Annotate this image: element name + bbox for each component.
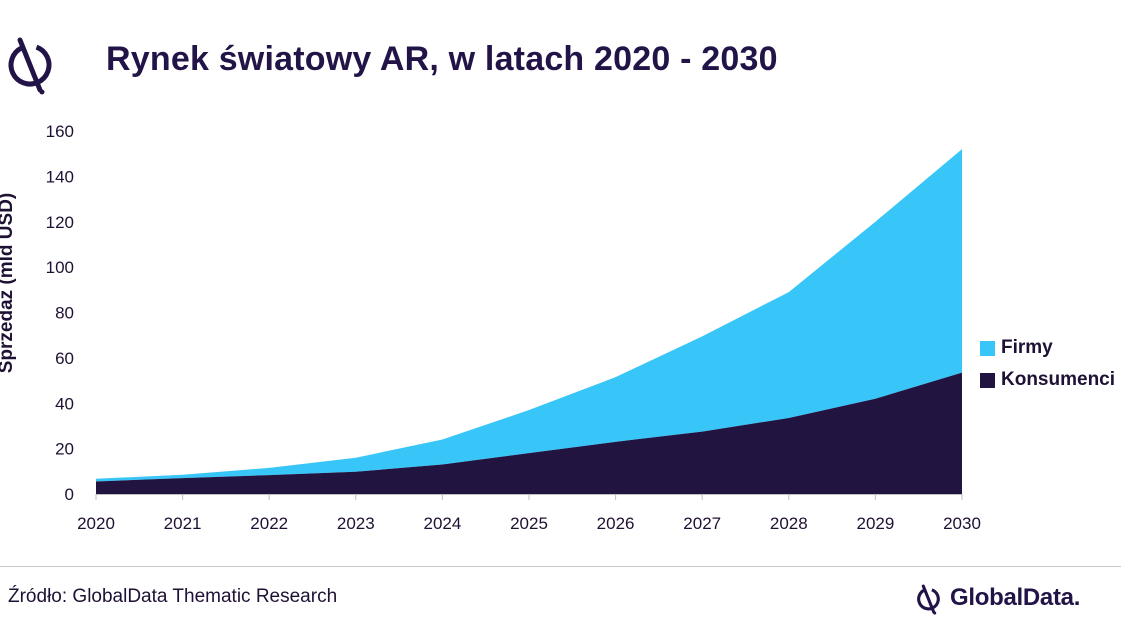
brand-logo: GlobalData. xyxy=(914,580,1080,616)
y-tick-label: 60 xyxy=(55,349,74,368)
source-note: Źródło: GlobalData Thematic Research xyxy=(8,586,338,607)
y-tick-label: 20 xyxy=(55,440,74,459)
legend-label-firmy: Firmy xyxy=(1001,337,1053,358)
x-tick-label: 2022 xyxy=(250,514,288,533)
x-tick-label: 2028 xyxy=(770,514,808,533)
y-tick-label: 160 xyxy=(46,122,74,141)
y-axis-label: Sprzedaż (mld USD) xyxy=(0,192,17,374)
x-tick-label: 2021 xyxy=(164,514,202,533)
y-tick-label: 100 xyxy=(46,258,74,277)
globaldata-logo-icon xyxy=(2,30,60,101)
x-tick-label: 2030 xyxy=(943,514,981,533)
x-tick-label: 2025 xyxy=(510,514,548,533)
footer-divider xyxy=(0,566,1121,567)
x-tick-label: 2027 xyxy=(683,514,721,533)
x-tick-label: 2029 xyxy=(856,514,894,533)
y-tick-label: 40 xyxy=(55,394,74,413)
y-tick-label: 120 xyxy=(46,213,74,232)
x-tick-label: 2023 xyxy=(337,514,375,533)
x-tick-label: 2024 xyxy=(423,514,461,533)
area-chart: 2020 2021 2022 2023 2024 2025 2026 2027 2028 2029… xyxy=(46,122,981,533)
chart-title: Rynek światowy AR, w latach 2020 - 2030 xyxy=(106,40,778,78)
legend-swatch-konsumenci xyxy=(980,372,995,388)
y-tick-label: 140 xyxy=(46,167,74,186)
area-konsumenci xyxy=(96,372,962,494)
legend-label-konsumenci: Konsumenci xyxy=(1001,369,1116,390)
legend-item-firmy: Firmy xyxy=(980,337,1053,359)
brand-name: GlobalData. xyxy=(950,584,1081,611)
y-tick-label: 80 xyxy=(55,304,74,323)
area-firmy xyxy=(96,149,962,482)
legend-item-konsumenci: Konsumenci xyxy=(980,369,1115,391)
globaldata-logo-icon xyxy=(917,584,940,615)
x-tick-label: 2026 xyxy=(597,514,635,533)
x-tick-label: 2020 xyxy=(77,514,115,533)
legend-swatch-firmy xyxy=(980,340,995,356)
y-tick-label: 0 xyxy=(65,485,74,504)
